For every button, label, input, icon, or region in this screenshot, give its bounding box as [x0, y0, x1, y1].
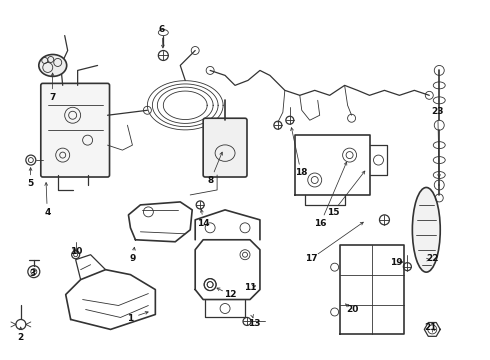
Text: 2: 2 — [17, 333, 24, 342]
Text: 3: 3 — [29, 269, 36, 278]
Text: 4: 4 — [44, 208, 50, 217]
Text: 13: 13 — [248, 319, 261, 328]
Ellipse shape — [413, 188, 440, 272]
Ellipse shape — [39, 54, 67, 76]
Text: 1: 1 — [127, 314, 133, 323]
Text: 15: 15 — [327, 208, 339, 217]
Text: 22: 22 — [427, 255, 439, 264]
Text: 5: 5 — [27, 179, 33, 188]
Text: 21: 21 — [424, 323, 437, 332]
FancyBboxPatch shape — [41, 84, 110, 177]
Text: 16: 16 — [315, 219, 327, 228]
Text: 14: 14 — [197, 219, 210, 228]
Text: 9: 9 — [129, 255, 136, 264]
Text: 7: 7 — [49, 93, 55, 102]
Text: 18: 18 — [295, 168, 307, 177]
Text: 8: 8 — [208, 176, 214, 185]
Text: 12: 12 — [224, 290, 237, 299]
Text: 23: 23 — [432, 107, 444, 116]
FancyBboxPatch shape — [203, 118, 247, 177]
Text: 17: 17 — [305, 255, 317, 264]
Text: 11: 11 — [244, 283, 256, 292]
Text: 20: 20 — [346, 305, 359, 314]
Text: 6: 6 — [159, 25, 165, 34]
Text: 10: 10 — [71, 247, 83, 256]
Text: 19: 19 — [390, 258, 403, 267]
